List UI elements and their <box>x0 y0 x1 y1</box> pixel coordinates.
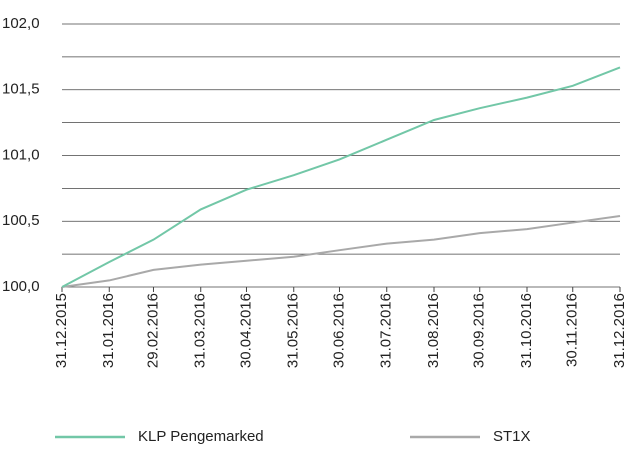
x-tick-label: 30.04.2016 <box>237 293 254 368</box>
x-tick-label: 31.12.2015 <box>53 293 70 368</box>
x-tick-label: 31.10.2016 <box>518 293 535 368</box>
x-tick-label: 30.11.2016 <box>564 293 581 367</box>
y-tick-label: 101,0 <box>2 146 40 163</box>
x-tick-label: 31.05.2016 <box>285 293 302 368</box>
legend-label: KLP Pengemarked <box>138 428 264 445</box>
x-tick-label: 31.03.2016 <box>192 293 209 368</box>
x-tick-label: 31.01.2016 <box>100 293 117 368</box>
series-line <box>61 214 621 288</box>
y-tick-label: 102,0 <box>2 15 40 32</box>
y-tick-label: 101,5 <box>2 81 40 98</box>
x-tick-label: 30.06.2016 <box>330 293 347 368</box>
x-tick-label: 30.09.2016 <box>471 293 488 368</box>
x-tick-label: 29.02.2016 <box>144 293 161 368</box>
y-tick-label: 100,0 <box>2 278 40 295</box>
legend-label: ST1X <box>493 428 531 445</box>
y-tick-label: 100,5 <box>2 212 40 229</box>
x-tick-label: 31.08.2016 <box>425 293 442 368</box>
x-tick-label: 31.12.2016 <box>611 293 628 368</box>
x-tick-label: 31.07.2016 <box>378 293 395 368</box>
series-line <box>61 66 621 288</box>
